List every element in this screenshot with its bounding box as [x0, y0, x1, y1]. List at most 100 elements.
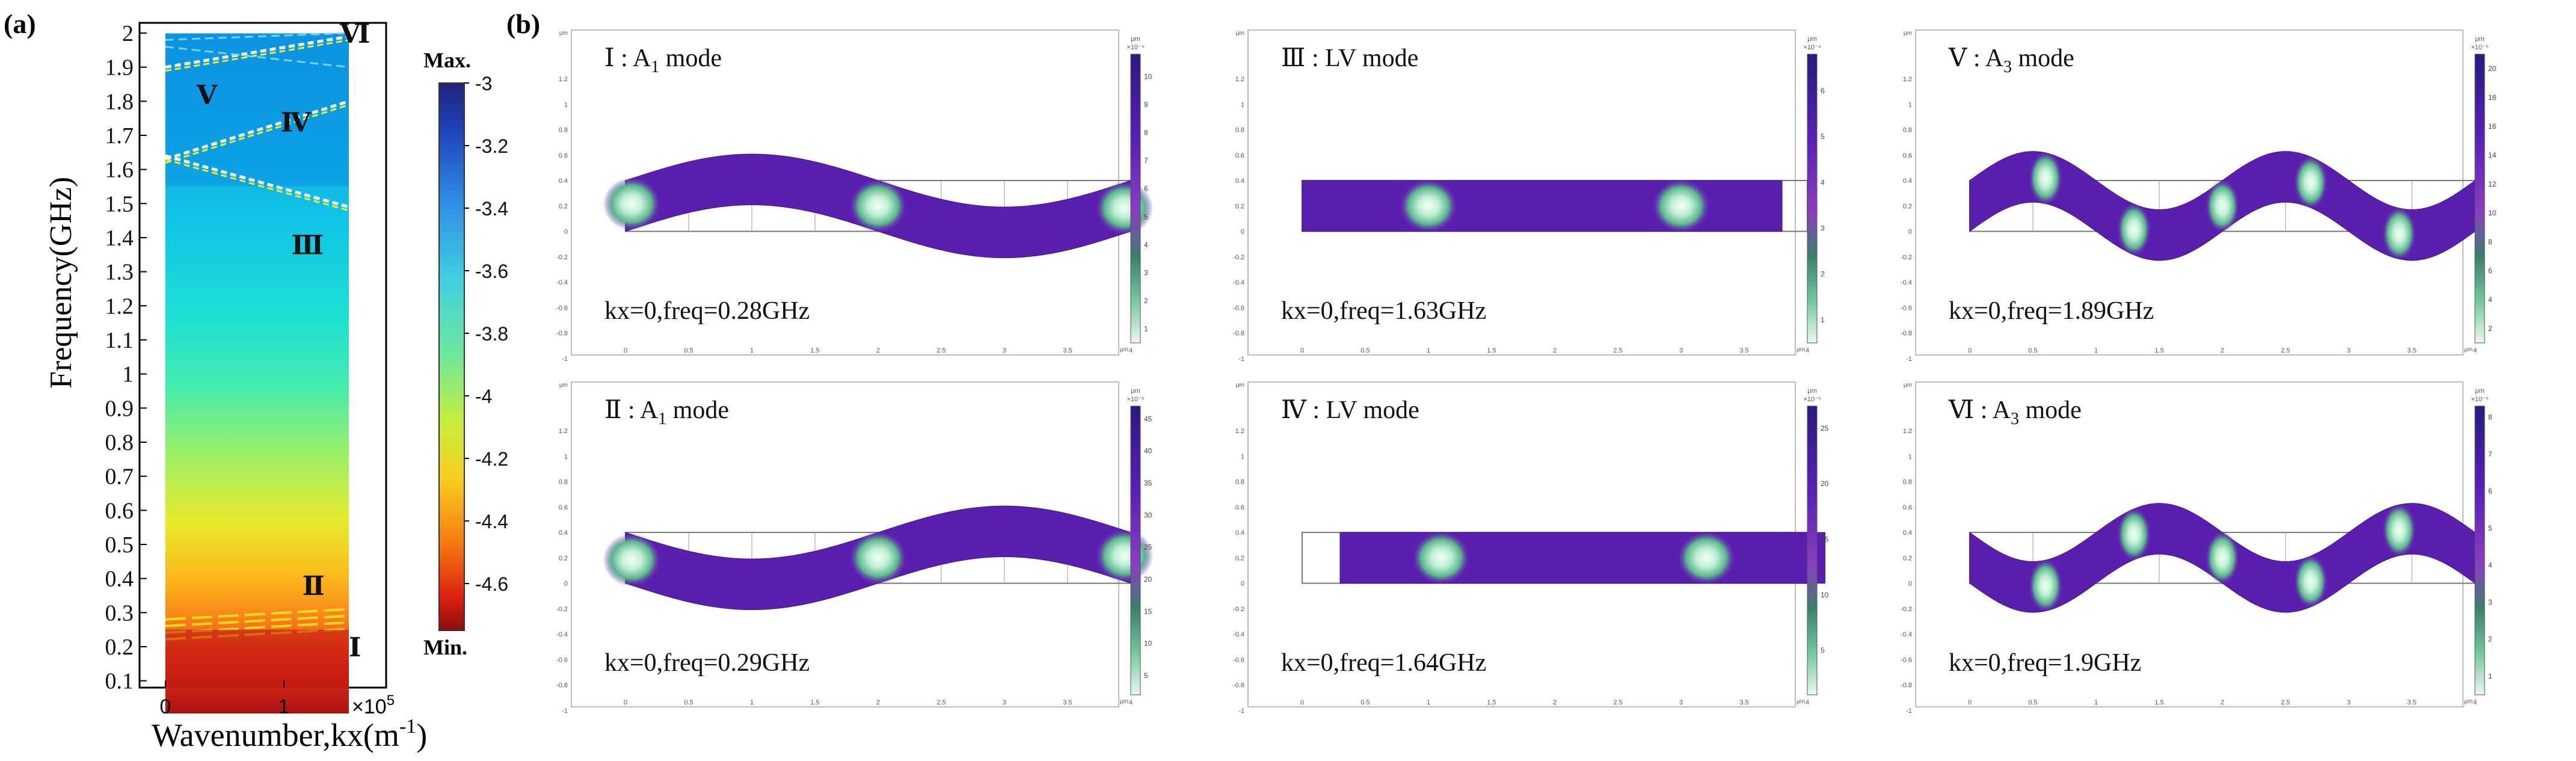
x-tick-label: 4 — [1806, 699, 1809, 706]
colorbar-tick-label: 8 — [1144, 128, 1148, 137]
y-tick-label: -1 — [1238, 356, 1244, 363]
colorbar-unit: μm — [1807, 387, 1817, 395]
y-tick-label: 1 — [1908, 453, 1912, 460]
nodal-region — [2382, 504, 2416, 557]
y-tick-label: -0.8 — [556, 330, 568, 337]
nodal-region — [849, 179, 907, 233]
y-tick-label: 0.6 — [1235, 152, 1244, 159]
y-tick-label: 1.5 — [105, 191, 134, 217]
y-tick-label: -0.4 — [1901, 631, 1912, 638]
nodal-region — [1095, 529, 1154, 583]
y-tick-label: 1.7 — [105, 123, 134, 149]
y-tick-label: 0.6 — [1903, 152, 1912, 159]
colorbar — [438, 82, 465, 631]
y-tick-label: 0.8 — [559, 479, 568, 486]
band-segment — [165, 32, 349, 41]
y-tick-label: 1.2 — [105, 294, 134, 319]
frequency-caption: kx=0,freq=1.63GHz — [1281, 297, 1486, 325]
colorbar-tick-label: 16 — [2488, 122, 2497, 131]
unit-label: μm — [1797, 347, 1805, 353]
y-tick-label: 0.8 — [1903, 127, 1912, 134]
colorbar-exponent: ×10⁻⁵ — [1127, 396, 1144, 403]
mode-plot-2: 1.2 1 0.8 0.6 0.4 0.2 0 -0.2 -0.4 -0.6 -0.8 -1 0 0.5 1… — [1233, 29, 1825, 363]
y-tick-label: 1.2 — [1903, 428, 1912, 435]
colorbar-tick-label: -3.2 — [475, 135, 508, 157]
x-tick-label: 2 — [2221, 347, 2224, 354]
colorbar-tick-label: 35 — [1144, 479, 1152, 487]
y-tick-label: 0.4 — [1235, 177, 1244, 185]
colorbar-tick-label: 2 — [1144, 297, 1148, 305]
colorbar-tick-label: 5 — [2488, 524, 2492, 532]
colorbar-tick-label: 3 — [1821, 224, 1825, 233]
y-tick-label: 0.4 — [1903, 177, 1912, 185]
mode-colorbar — [2474, 405, 2485, 695]
deformed-plate — [1302, 180, 1783, 232]
colorbar-tick-label: 10 — [2488, 209, 2497, 217]
y-tick-label: 0.9 — [105, 396, 134, 421]
x-tick-label: 3 — [1003, 347, 1006, 354]
y-tick-label: 0.2 — [559, 203, 568, 210]
y-tick-label: 0.1 — [105, 669, 134, 694]
y-tick-label: -0.2 — [556, 254, 568, 261]
x-axis-label: Wavenumber,kx(m-1) — [152, 715, 427, 753]
y-tick-label: 0 — [1241, 229, 1244, 236]
y-tick-label: 1.2 — [559, 76, 568, 83]
y-tick-label: 1 — [1241, 101, 1244, 108]
band-segment — [165, 103, 349, 164]
x-tick-label: 2 — [2221, 699, 2224, 706]
y-tick-label: -0.4 — [1233, 631, 1244, 638]
y-tick-label: 1.2 — [1903, 76, 1912, 83]
colorbar-exponent: ×10⁻⁵ — [2471, 396, 2488, 403]
colorbar-tick-label: 10 — [1144, 639, 1152, 648]
mode-plot-6: 1.2 1 0.8 0.6 0.4 0.2 0 -0.2 -0.4 -0.6 -0.8 -1 0 0.5 1… — [1901, 381, 2492, 715]
x-tick-label: 1.5 — [2154, 347, 2163, 354]
x-tick-label: 1 — [278, 695, 290, 718]
x-tick-label: 2 — [1553, 699, 1557, 706]
y-tick-label: 1 — [564, 453, 568, 460]
nodal-region — [2117, 507, 2151, 561]
mode-title: Ⅵ : A3 mode — [1948, 396, 2082, 428]
y-tick-label: 0.6 — [105, 498, 134, 523]
y-tick-label: 0.6 — [1903, 504, 1912, 511]
x-tick-label: 3 — [1679, 347, 1683, 354]
y-tick-label: 0.8 — [559, 127, 568, 134]
colorbar-tick-label: 7 — [2488, 450, 2492, 458]
x-tick-label: 3 — [1003, 699, 1006, 706]
band-segment — [165, 35, 349, 69]
x-tick-label: 2.5 — [1613, 699, 1622, 706]
x-tick-label: 0.5 — [1360, 699, 1369, 706]
x-tick-label: 1 — [750, 347, 754, 354]
x-tick-label: 0.5 — [2028, 699, 2037, 706]
x-tick-label: 0 — [624, 347, 627, 354]
x-tick-label: 1.5 — [810, 699, 819, 706]
y-tick-label: -1 — [562, 356, 568, 363]
mode-colorbar — [1130, 54, 1141, 344]
y-tick-label: 1 — [122, 362, 134, 387]
colorbar-tick-label: 25 — [1821, 424, 1829, 433]
x-tick-label: 1.5 — [1487, 699, 1496, 706]
colorbar-tick-label: 6 — [1821, 87, 1825, 95]
x-tick-label: 3 — [2347, 347, 2350, 354]
unit-label: μm — [1120, 698, 1128, 705]
y-tick-label: -0.2 — [556, 606, 568, 613]
x-tick-label: 3.5 — [1739, 347, 1748, 354]
y-tick-label: 1.2 — [559, 428, 568, 435]
x-tick-label: 3.5 — [2407, 699, 2416, 706]
unit-label: μm — [559, 382, 568, 389]
x-multiplier: ×105 — [352, 692, 395, 718]
nodal-region — [2029, 559, 2062, 612]
mode-label: Ⅵ — [339, 19, 370, 49]
y-tick-label: 0.3 — [105, 600, 134, 626]
colorbar-tick-label: 5 — [1144, 212, 1148, 221]
high-band-bg — [165, 33, 349, 186]
x-tick-label: 1 — [1427, 347, 1430, 354]
colorbar-tick-label: -4.6 — [475, 573, 508, 595]
x-tick-label: 0.5 — [684, 699, 693, 706]
colorbar-unit: μm — [1131, 387, 1140, 395]
colorbar-tick-label: 10 — [1821, 591, 1829, 599]
unit-label: μm — [1904, 30, 1912, 37]
nodal-region — [1400, 179, 1457, 233]
y-tick-label: 0.8 — [1903, 479, 1912, 486]
unit-label: μm — [1797, 698, 1805, 705]
